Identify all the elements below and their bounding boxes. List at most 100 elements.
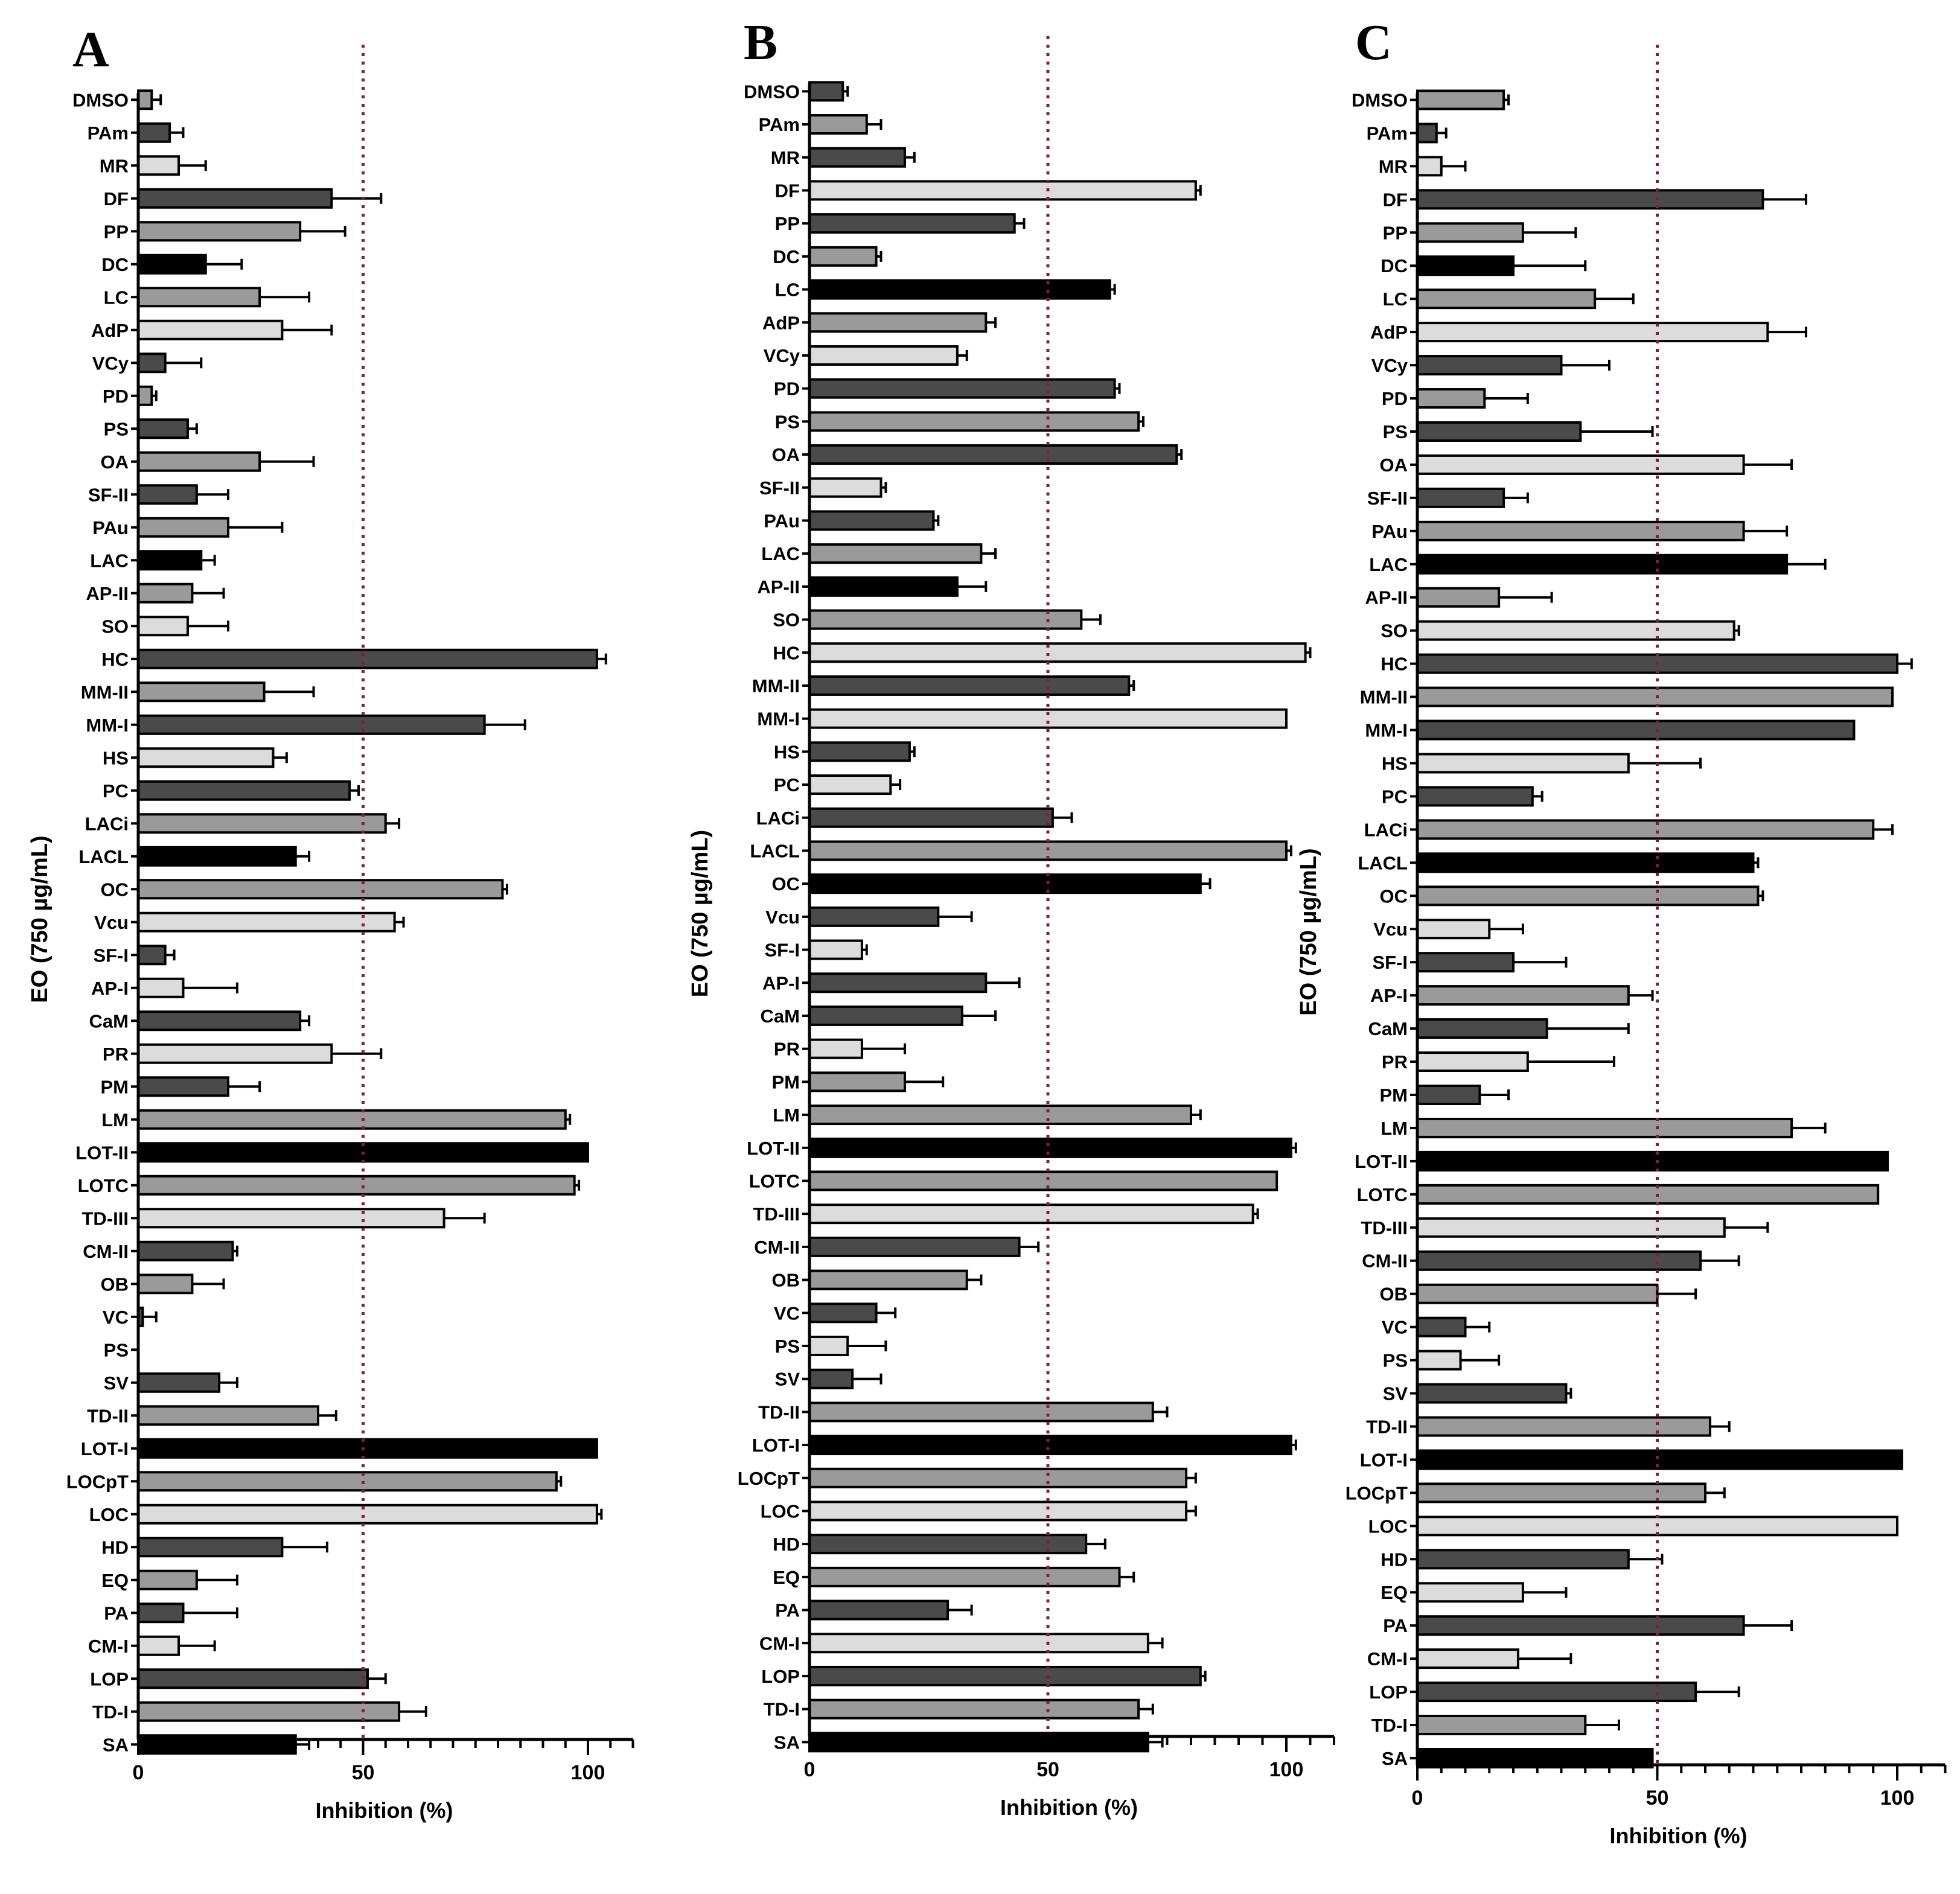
category-label: DC [1381,255,1408,276]
category-label: OC [101,879,129,900]
bar [137,1438,598,1459]
bar [1416,1350,1462,1371]
category-label: PS [775,1336,800,1357]
panel-c: C DMSO PAm MR DF PP DC LC AdP VCy PD PS OA SF-II PAu LA… [1296,14,1947,1848]
category-label: SA [774,1732,800,1753]
category-label: DF [775,180,800,201]
y-axis-title: EO (750 µg/mL) [688,830,713,997]
bar [808,180,1197,201]
bar [137,451,261,472]
category-label: LOT-II [1355,1151,1408,1172]
bar [808,345,959,366]
bar [1416,1184,1880,1205]
category-label: DMSO [1352,89,1408,110]
category-label: LOCpT [738,1468,800,1489]
bar [808,147,906,168]
category-label: PAu [92,517,129,538]
category-label: CaM [1368,1018,1408,1039]
category-label: LOTC [78,1175,129,1196]
y-axis-title: EO (750 µg/mL) [27,835,53,1003]
x-tick-label: 0 [133,1761,144,1784]
bar [1416,487,1505,508]
category-label: TD-III [1361,1217,1408,1239]
category-label: AP-II [757,576,800,598]
category-label: PC [774,774,800,796]
bar [808,675,1131,696]
category-label: MM-I [86,715,129,736]
bar [1416,1084,1481,1105]
category-label: DF [104,188,129,209]
x-tick-label: 100 [571,1761,605,1784]
bar [808,411,1140,432]
bar [808,1665,1202,1686]
category-label: TD-II [1366,1416,1408,1437]
category-label: PC [1382,786,1408,807]
bar [808,378,1116,399]
category-label: LOC [761,1500,800,1522]
category-label: VC [1382,1317,1408,1338]
bar [137,1471,558,1492]
bar [137,1503,598,1525]
category-label: OA [101,451,129,473]
bar [1416,89,1505,110]
category-label: CaM [761,1006,800,1027]
category-label: CM-II [83,1241,129,1262]
category-label: VC [103,1307,129,1328]
bar [1416,388,1486,409]
bar [1416,156,1443,177]
category-label: SF-I [1372,952,1408,973]
panel-letter: C [1355,14,1392,71]
category-label: TD-III [82,1208,129,1229]
bar [808,1698,1140,1720]
bar [137,780,351,801]
category-label: LAC [90,550,129,571]
bar [1416,1217,1726,1238]
category-label: OA [772,444,800,465]
bar [808,279,1111,300]
category-label: MM-II [752,675,800,697]
x-tick-label: 50 [352,1761,375,1784]
bar [808,576,959,597]
category-label: LOTC [749,1170,800,1191]
panel-a: A DMSO PAm MR DF PP DC LC AdP VCy PD PS OA SF-II PAu LA… [27,22,634,1823]
category-label: MR [771,147,800,168]
category-label: TD-III [753,1204,800,1225]
category-label: SA [103,1734,129,1755]
category-label: LM [101,1109,129,1130]
x-axis-title: Inhibition (%) [316,1798,453,1823]
bar [808,1204,1254,1225]
bar [137,1569,198,1590]
bar [808,1269,968,1290]
category-label: CM-II [754,1237,800,1258]
bar [1416,355,1563,376]
bar [137,319,284,340]
category-label: LOC [89,1504,129,1525]
category-label: PAm [88,123,129,144]
category-label: LM [1381,1118,1408,1139]
bar [137,287,261,308]
category-label: CM-II [1362,1251,1408,1272]
category-label: DC [101,254,129,275]
category-label: LAC [1369,554,1408,575]
category-label: AP-I [1370,985,1408,1006]
category-label: SF-I [93,945,129,966]
bar [1416,222,1524,243]
category-label: HC [1381,654,1408,675]
category-label: PD [774,378,800,400]
category-label: LC [1383,289,1408,310]
category-label: PA [1383,1615,1408,1636]
bar [137,385,153,406]
x-tick-label: 50 [1036,1758,1059,1781]
category-label: PAm [759,114,800,135]
bar [1416,1482,1706,1503]
bar [137,484,198,505]
x-tick-label: 100 [1880,1787,1915,1810]
bar [137,89,153,110]
category-label: OB [101,1274,129,1295]
bar [808,1170,1278,1191]
category-label: DF [1383,189,1408,210]
bar [137,616,189,637]
category-label: MR [1379,156,1408,177]
category-label: HS [774,741,800,762]
